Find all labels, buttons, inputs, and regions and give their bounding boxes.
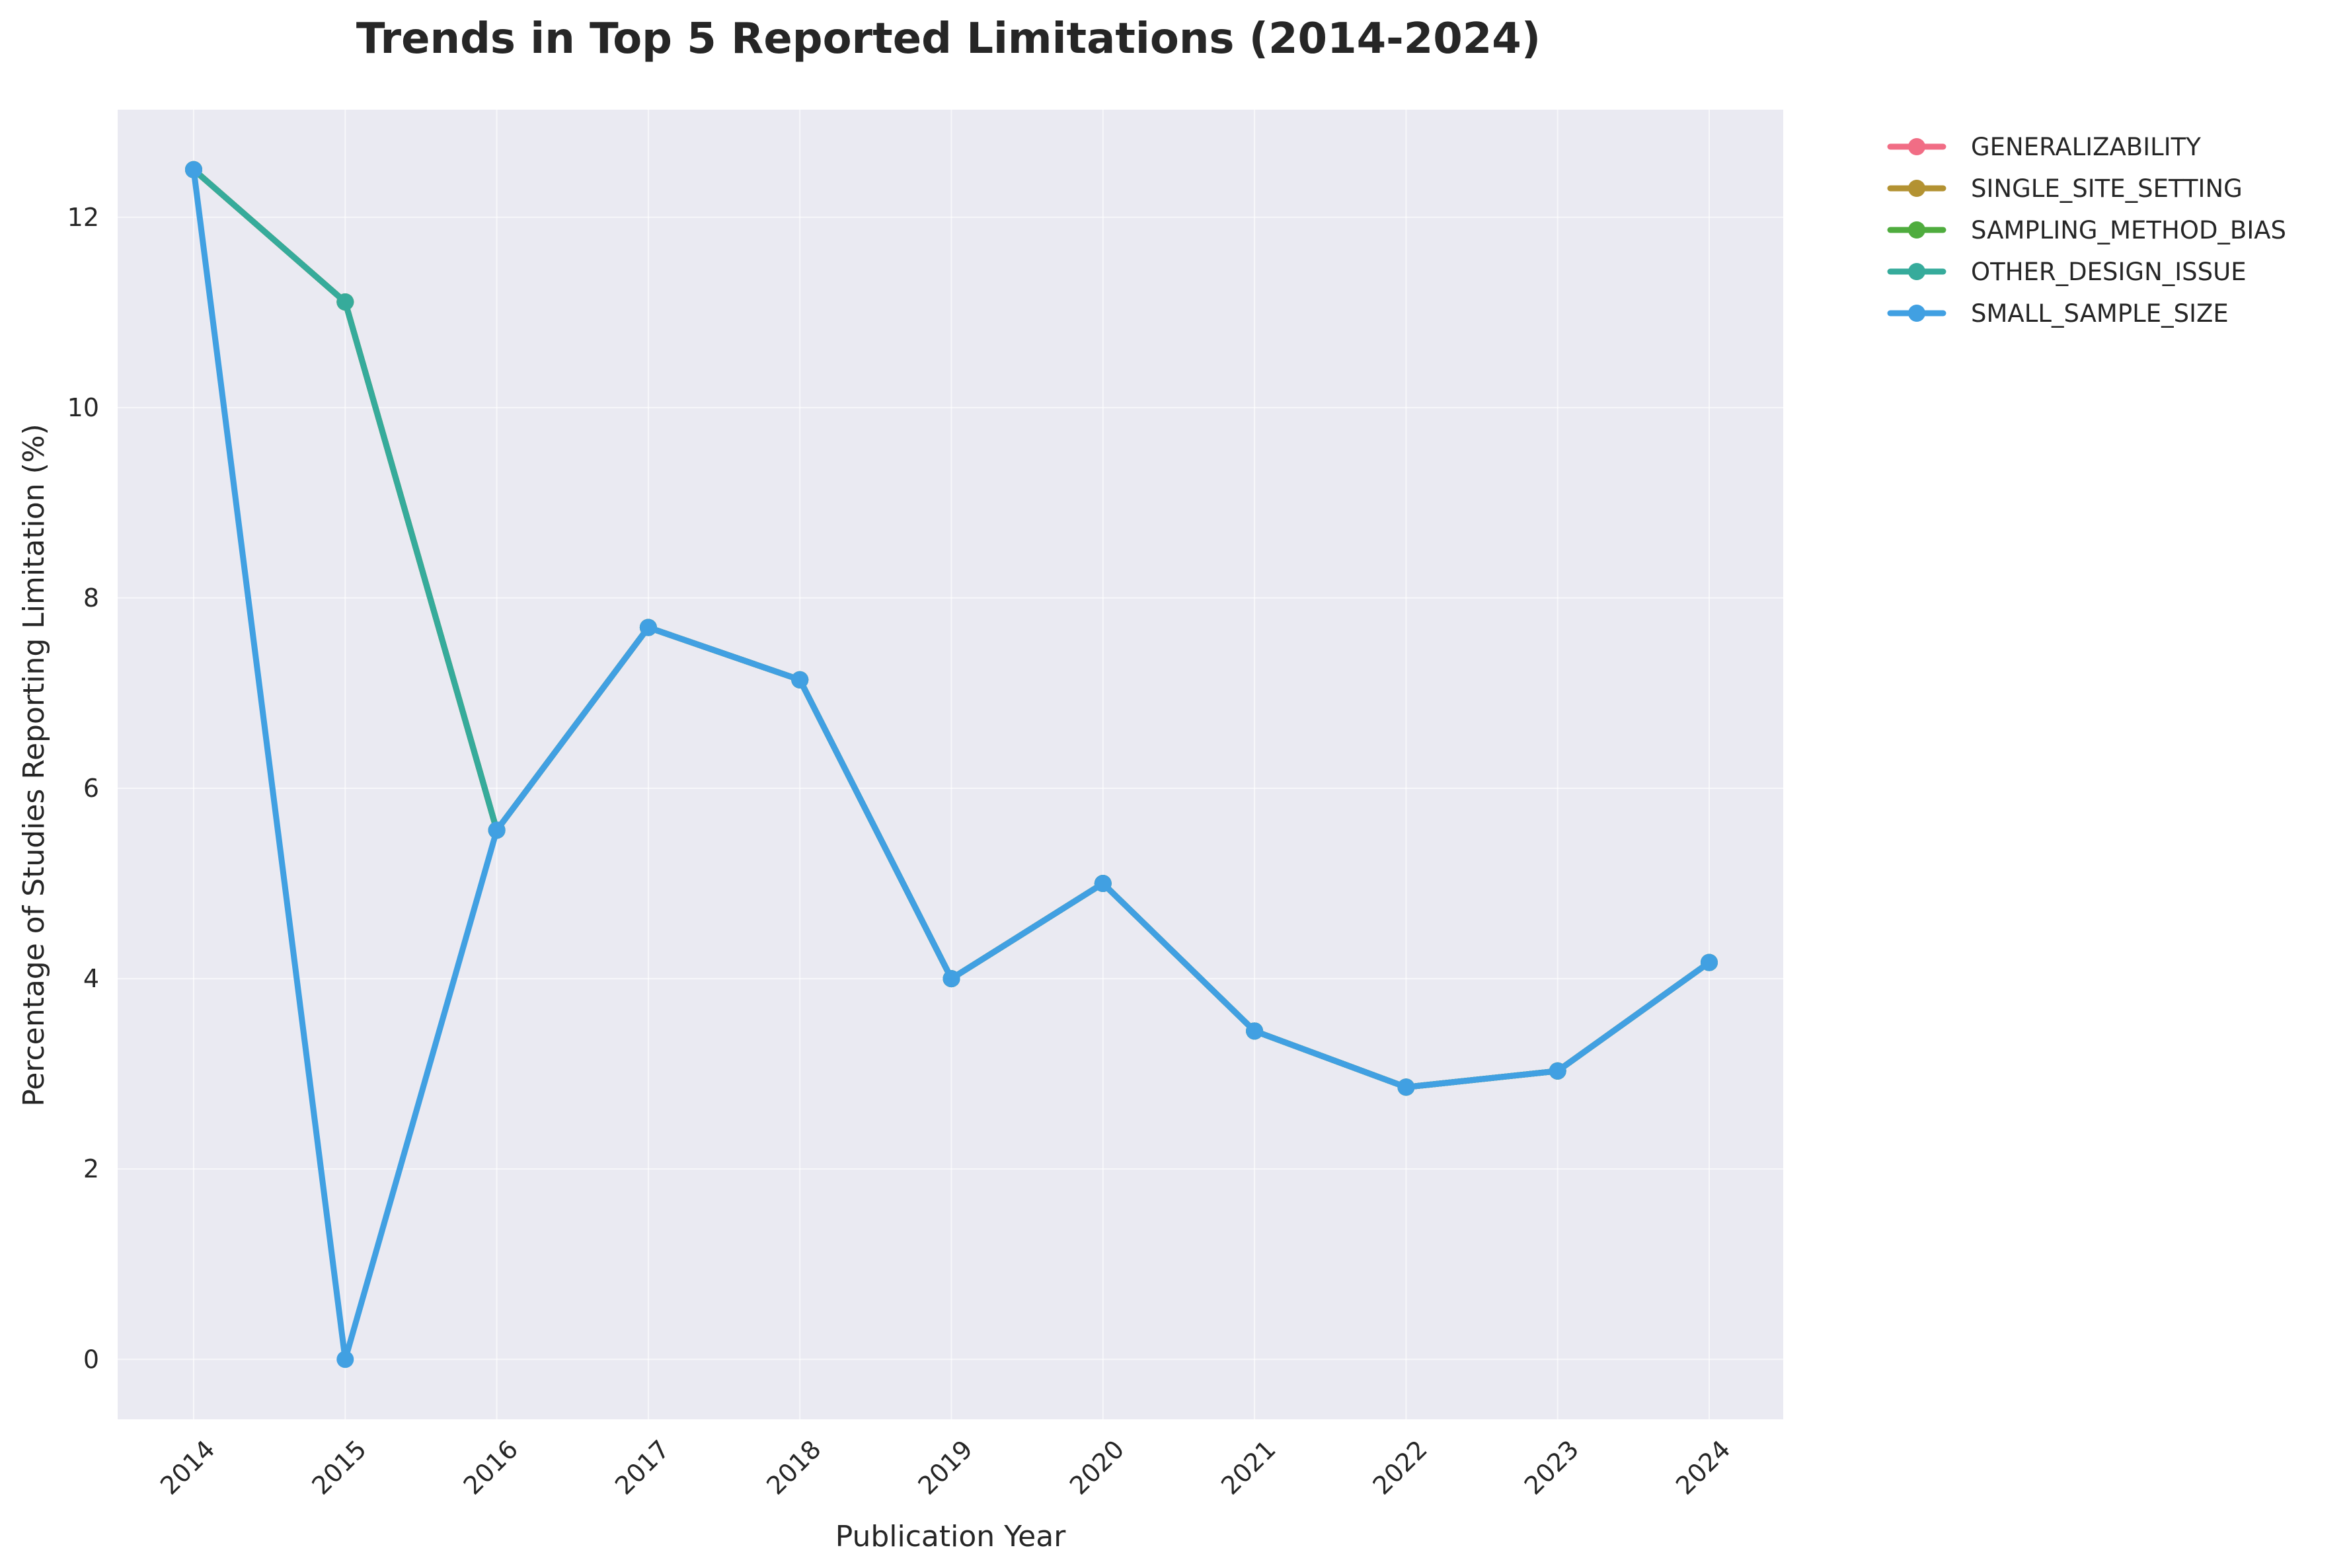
data-point [639, 618, 657, 636]
data-point [943, 970, 960, 988]
x-tick-label: 2024 [1670, 1435, 1736, 1501]
series-layer [185, 161, 1718, 1368]
legend-swatch-marker [1908, 221, 1925, 239]
legend-swatch-marker [1908, 263, 1925, 280]
data-point [1094, 875, 1112, 893]
x-tick-label: 2014 [155, 1435, 221, 1501]
legend-label: SAMPLING_METHOD_BIAS [1971, 216, 2286, 244]
legend-swatch-marker [1908, 305, 1925, 322]
legend-swatch-marker [1908, 180, 1925, 197]
data-point [1701, 953, 1718, 971]
legend-item: SAMPLING_METHOD_BIAS [1887, 216, 2286, 244]
data-point [1397, 1078, 1415, 1096]
y-axis-label: Percentage of Studies Reporting Limitati… [17, 424, 51, 1106]
legend-item: SMALL_SAMPLE_SIZE [1887, 299, 2229, 328]
x-tick-label: 2016 [458, 1435, 524, 1501]
y-tick-label: 12 [67, 203, 99, 232]
data-point [1246, 1022, 1264, 1040]
x-tick-label: 2019 [913, 1435, 979, 1501]
x-axis-ticks: 2014 2015 2016 2017 2018 2019 2020 2021 2022 2023… [155, 1435, 1736, 1501]
data-point [336, 1351, 354, 1368]
x-tick-label: 2020 [1064, 1435, 1130, 1501]
x-tick-label: 2018 [761, 1435, 827, 1501]
x-tick-label: 2017 [609, 1435, 675, 1501]
legend-item: OTHER_DESIGN_ISSUE [1887, 258, 2247, 286]
x-axis-label: Publication Year [835, 1520, 1067, 1553]
x-tick-label: 2021 [1215, 1435, 1282, 1501]
legend-label: GENERALIZABILITY [1971, 133, 2201, 161]
y-tick-label: 2 [83, 1154, 99, 1183]
legend-label: SMALL_SAMPLE_SIZE [1971, 299, 2229, 328]
x-tick-label: 2023 [1519, 1435, 1585, 1501]
y-tick-label: 10 [67, 393, 99, 422]
y-tick-label: 4 [83, 964, 99, 993]
data-point [336, 293, 354, 311]
legend-label: SINGLE_SITE_SETTING [1971, 174, 2243, 203]
data-point [185, 161, 202, 178]
plot-area [118, 110, 1783, 1419]
legend-label: OTHER_DESIGN_ISSUE [1971, 258, 2247, 286]
y-tick-label: 8 [83, 583, 99, 613]
chart-title: Trends in Top 5 Reported Limitations (20… [356, 15, 1541, 63]
legend-item: SINGLE_SITE_SETTING [1887, 174, 2243, 203]
data-point [488, 821, 506, 839]
y-tick-label: 0 [83, 1345, 99, 1374]
x-tick-label: 2022 [1367, 1435, 1433, 1501]
legend-item: GENERALIZABILITY [1887, 133, 2201, 161]
data-point [791, 671, 809, 689]
y-tick-label: 6 [83, 774, 99, 803]
data-point [1549, 1062, 1566, 1080]
legend: GENERALIZABILITY SINGLE_SITE_SETTING SAMPL… [1887, 133, 2286, 328]
y-axis-ticks: 0 2 4 6 8 10 12 [67, 203, 99, 1374]
series [185, 161, 1718, 1368]
legend-swatch-marker [1908, 138, 1925, 155]
x-tick-label: 2015 [306, 1435, 372, 1501]
